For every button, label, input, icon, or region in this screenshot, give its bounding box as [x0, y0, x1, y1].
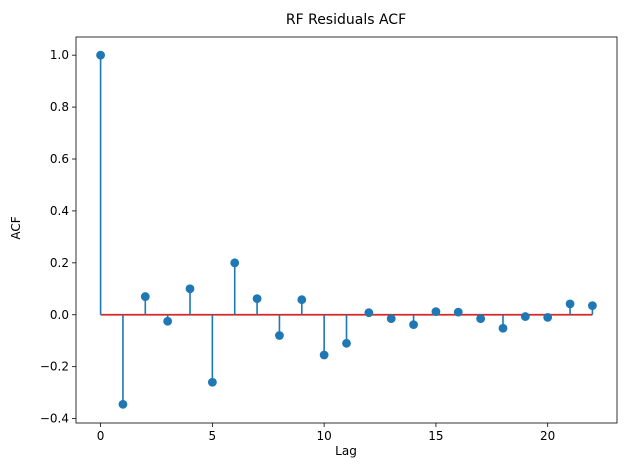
stem-marker — [476, 314, 486, 324]
stem-marker — [498, 323, 508, 333]
stem-marker — [185, 284, 195, 294]
y-axis-ticks: −0.4 −0.2 0.0 0.2 0.4 0.6 0.8 1.0 — [40, 48, 76, 426]
y-tick-label: −0.4 — [40, 412, 69, 426]
x-tick-label: 0 — [97, 429, 105, 443]
y-tick-label: 0.2 — [50, 256, 69, 270]
stem-marker — [252, 294, 262, 304]
stem-marker — [118, 399, 128, 409]
y-tick-label: −0.2 — [40, 360, 69, 374]
x-tick-label: 20 — [540, 429, 555, 443]
y-tick-label: 0.8 — [50, 100, 69, 114]
stem-marker — [207, 377, 217, 387]
plot-frame — [75, 36, 618, 424]
markers-layer — [96, 50, 597, 409]
stem-marker — [588, 301, 597, 311]
y-tick-label: 0.6 — [50, 152, 69, 166]
y-tick-label: 0.0 — [50, 308, 69, 322]
stem-marker — [453, 307, 463, 317]
stem-marker — [96, 50, 105, 60]
stem-marker — [275, 331, 284, 340]
stem-marker — [230, 258, 240, 268]
stem-marker — [520, 312, 530, 321]
y-tick-label: 0.4 — [50, 204, 69, 218]
stem-marker — [543, 312, 553, 322]
chart-title: RF Residuals ACF — [286, 12, 406, 28]
stem-marker — [319, 350, 329, 360]
stem-marker — [409, 320, 418, 330]
stem-marker — [140, 292, 150, 301]
x-axis-title: Lag — [335, 444, 357, 458]
y-axis-title: ACF — [9, 216, 23, 239]
stem-marker — [364, 308, 374, 318]
x-tick-label: 10 — [317, 429, 332, 443]
x-tick-label: 5 — [209, 429, 217, 443]
stem-marker — [342, 338, 351, 348]
stem-marker — [163, 316, 173, 326]
y-tick-label: 1.0 — [50, 48, 69, 62]
x-tick-label: 15 — [428, 429, 443, 443]
stem-marker — [386, 314, 396, 324]
x-axis-ticks: 0 5 10 15 20 — [97, 423, 555, 443]
stem-marker — [565, 299, 575, 309]
stem-marker — [297, 295, 307, 305]
stem-marker — [431, 307, 441, 317]
